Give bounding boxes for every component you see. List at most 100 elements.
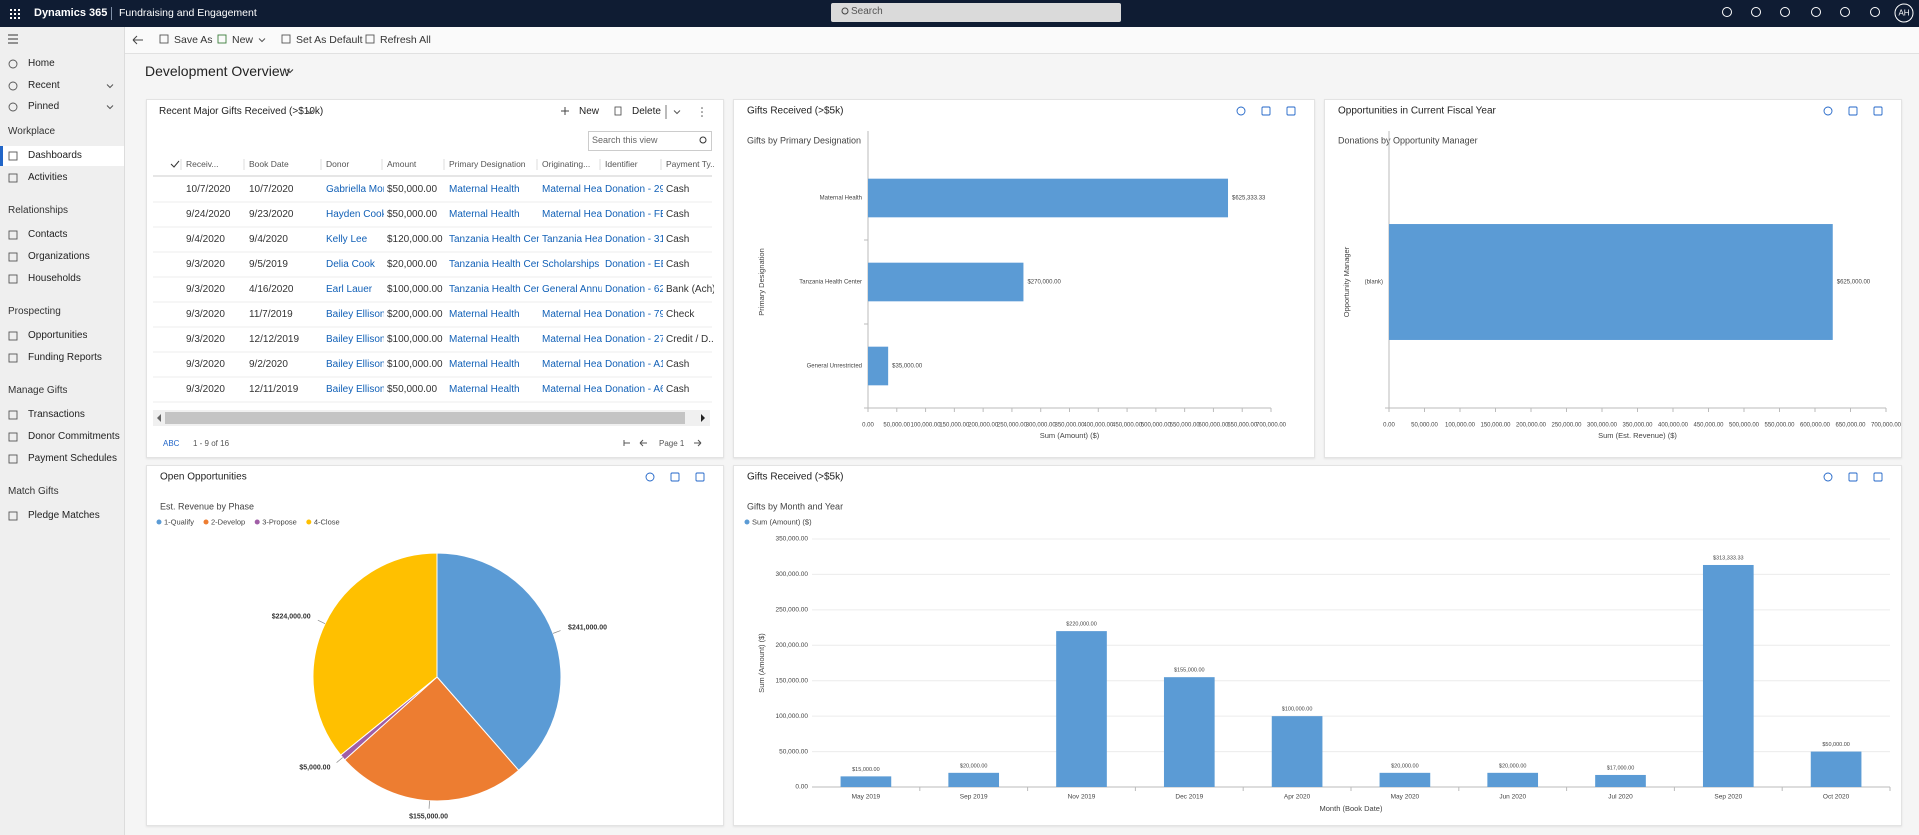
column-header[interactable]: Book Date (249, 159, 289, 169)
cell: 4/16/2020 (249, 284, 294, 295)
command[interactable]: Save As (174, 34, 213, 46)
cell[interactable]: Tanzania Health Center (449, 259, 539, 270)
column-header[interactable]: Amount (387, 159, 417, 169)
panel (146, 99, 724, 458)
cell[interactable]: Bailey Ellison C (326, 384, 384, 395)
cell[interactable]: Donation - 29F (605, 184, 663, 195)
cell[interactable]: Bailey Ellison C (326, 359, 384, 370)
cell[interactable]: Donation - 270 (605, 334, 663, 345)
cell: $200,000.00 (387, 309, 443, 320)
nav-item[interactable]: Donor Commitments (28, 431, 120, 442)
cell[interactable]: Kelly Lee (326, 234, 368, 245)
cell[interactable]: Earl Lauer (326, 284, 373, 295)
column-header[interactable]: Payment Ty... (666, 159, 714, 169)
cell: 10/7/2020 (249, 184, 294, 195)
column-header[interactable]: Primary Designation (449, 159, 526, 169)
nav-item[interactable]: Funding Reports (28, 352, 102, 363)
grid-title: Recent Major Gifts Received (>$10k) (159, 106, 324, 117)
cell[interactable]: Bailey Ellison C (326, 334, 384, 345)
nav-item[interactable]: Transactions (28, 409, 85, 420)
nav-group: Workplace (8, 126, 56, 137)
nav-item[interactable]: Households (28, 273, 81, 284)
module-name: Fundraising and Engagement (119, 7, 257, 19)
nav-item[interactable]: Recent (28, 80, 60, 91)
cell: Cash (666, 259, 690, 270)
cell[interactable]: Tanzania Health Center (449, 284, 539, 295)
nav-item[interactable]: Contacts (28, 229, 68, 240)
cell[interactable]: Scholarships (542, 259, 600, 270)
cell[interactable]: Tanzania Health (542, 234, 602, 245)
column-header[interactable]: Identifier (605, 159, 638, 169)
cell[interactable]: Maternal Health (449, 209, 520, 220)
search-placeholder: Search (851, 6, 883, 17)
nav-selected-bar (0, 146, 3, 166)
cell[interactable]: Maternal Health (542, 209, 602, 220)
cell: $20,000.00 (387, 259, 438, 270)
cell[interactable]: Maternal Health (449, 359, 520, 370)
search-box[interactable] (831, 3, 1121, 22)
cell[interactable]: Donation - FE1 (605, 209, 663, 220)
cell[interactable]: Donation - 317 (605, 234, 663, 245)
cell: $100,000.00 (387, 284, 443, 295)
nav-item[interactable]: Activities (28, 172, 68, 183)
cell[interactable]: Maternal Health (542, 184, 602, 195)
cell: $100,000.00 (387, 334, 443, 345)
cell[interactable]: Maternal Health (542, 334, 602, 345)
command[interactable]: Refresh All (380, 34, 431, 46)
cell[interactable]: Donation - A6E (605, 384, 663, 395)
nav-item[interactable]: Opportunities (28, 330, 88, 341)
dashboard-title[interactable]: Development Overview (145, 63, 290, 79)
nav-item[interactable]: Home (28, 58, 55, 69)
nav-item[interactable]: Pinned (28, 101, 60, 112)
column-header[interactable]: Receiv... (186, 159, 219, 169)
cell: 12/12/2019 (249, 334, 300, 345)
cell[interactable]: Tanzania Health Center (449, 234, 539, 245)
grid-count: 1 - 9 of 16 (193, 439, 230, 448)
cell: 9/2/2020 (249, 359, 288, 370)
cell[interactable]: Hayden Cook... (326, 209, 384, 220)
cell: $120,000.00 (387, 234, 443, 245)
cell[interactable]: Maternal Health (449, 309, 520, 320)
cell[interactable]: Maternal Health (449, 184, 520, 195)
grid-search[interactable] (588, 131, 712, 151)
cell: $50,000.00 (387, 184, 438, 195)
cell[interactable]: Gabriella Mora (326, 184, 384, 195)
cell[interactable]: Maternal Health (542, 359, 602, 370)
command[interactable]: Set As Default (296, 34, 363, 46)
cell[interactable]: Bailey Ellison C (326, 309, 384, 320)
cell[interactable]: General Annua (542, 284, 602, 295)
grid-page: Page 1 (659, 439, 685, 448)
nav-group: Match Gifts (8, 486, 59, 497)
cell[interactable]: Donation - EBA (605, 259, 663, 270)
cell: Cash (666, 234, 690, 245)
grid-action[interactable]: New (579, 106, 600, 117)
nav-group: Prospecting (8, 306, 61, 317)
divider (111, 7, 112, 20)
panel (733, 99, 1315, 458)
cell: Cash (666, 209, 690, 220)
cell[interactable]: Maternal Health (542, 309, 602, 320)
grid-alpha[interactable]: ABC (163, 439, 180, 448)
grid-action[interactable]: Delete (632, 106, 661, 117)
column-header[interactable]: Donor (326, 159, 350, 169)
cell[interactable]: Maternal Health (542, 384, 602, 395)
app-name: Dynamics 365 (34, 7, 108, 19)
command[interactable]: New (232, 34, 254, 46)
nav-item[interactable]: Dashboards (28, 150, 82, 161)
cell[interactable]: Maternal Health (449, 334, 520, 345)
cell[interactable]: Donation - 797 (605, 309, 663, 320)
cell[interactable]: Donation - A11 (605, 359, 663, 370)
cell: Cash (666, 359, 690, 370)
cell[interactable]: Delia Cook (326, 259, 375, 270)
cell: 9/4/2020 (186, 234, 225, 245)
nav-item[interactable]: Payment Schedules (28, 453, 117, 464)
cell[interactable]: Donation - 62E (605, 284, 663, 295)
nav-item[interactable]: Pledge Matches (28, 510, 100, 521)
nav-item[interactable]: Organizations (28, 251, 90, 262)
column-header[interactable]: Originating... (542, 159, 591, 169)
cell: $100,000.00 (387, 359, 443, 370)
cell: 10/7/2020 (186, 184, 231, 195)
cell[interactable]: Maternal Health (449, 384, 520, 395)
cell: 9/3/2020 (186, 384, 225, 395)
